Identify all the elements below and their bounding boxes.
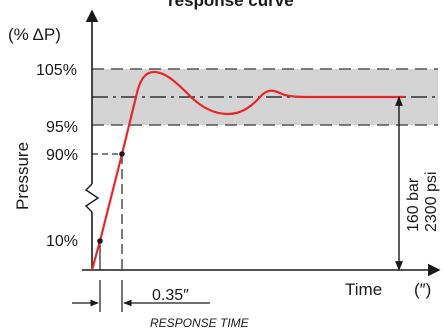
label-90-percent: 90% bbox=[46, 147, 78, 164]
x-unit-label: (″) bbox=[414, 280, 431, 299]
axis-break-zigzag bbox=[84, 183, 100, 213]
pressure-range-psi-label: 2300 psi bbox=[423, 172, 440, 233]
y-axis-label: Pressure bbox=[13, 142, 32, 210]
response-curve bbox=[90, 70, 404, 271]
point-90-percent bbox=[119, 151, 125, 157]
response-time-value: 0.35″ bbox=[152, 287, 189, 304]
point-10-percent bbox=[97, 238, 103, 244]
y-unit-label: (% ΔP) bbox=[8, 25, 61, 44]
label-95-percent: 95% bbox=[46, 119, 78, 136]
label-105-percent: 105% bbox=[36, 62, 77, 79]
response-time-caption: RESPONSE TIME bbox=[150, 316, 250, 330]
label-10-percent: 10% bbox=[46, 233, 78, 250]
pressure-range-bar-label: 160 bar bbox=[405, 177, 422, 232]
diagram-title: response curve bbox=[168, 0, 294, 10]
x-axis-label: Time bbox=[345, 280, 382, 299]
